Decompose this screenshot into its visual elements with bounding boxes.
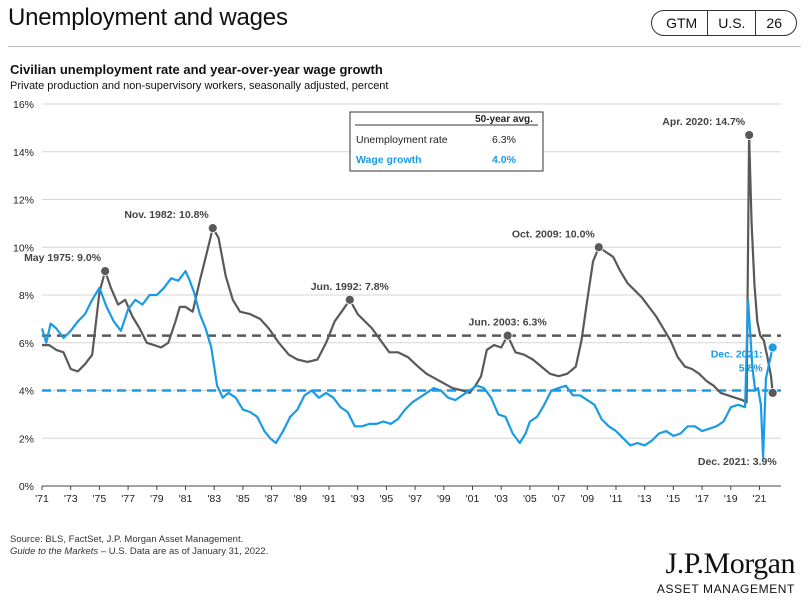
legend-table-header: 50-year avg.	[475, 114, 533, 125]
legend-row-value: 6.3%	[492, 134, 516, 146]
x-tick-label: '75	[93, 493, 107, 505]
logo-name: J.P.Morgan	[665, 547, 796, 580]
x-tick-label: '15	[667, 493, 681, 505]
x-tick-label: '71	[35, 493, 49, 505]
x-tick-label: '21	[753, 493, 767, 505]
x-tick-label: '95	[380, 493, 394, 505]
annotation-marker	[767, 387, 778, 398]
x-tick-label: '09	[580, 493, 594, 505]
x-tick-label: '87	[265, 493, 279, 505]
logo-subtitle: ASSET MANAGEMENT	[656, 582, 795, 596]
annotation-marker	[744, 130, 755, 140]
unemployment-series-line	[42, 133, 774, 404]
annotation-label-value: 5.8%	[739, 363, 764, 375]
header-divider	[8, 46, 801, 47]
tag-gtm: GTM	[666, 15, 698, 31]
legend-table-box	[349, 111, 544, 172]
chart-title: Civilian unemployment rate and year-over…	[10, 62, 383, 77]
x-tick-label: '89	[293, 493, 307, 505]
gtm-tag-group: GTM U.S. 26	[651, 10, 797, 36]
data-date-line: Guide to the Markets – U.S. Data are as …	[10, 546, 268, 558]
guide-name: Guide to the Markets	[10, 546, 99, 557]
source-note: Source: BLS, FactSet, J.P. Morgan Asset …	[10, 534, 268, 558]
x-tick-label: '05	[523, 493, 537, 505]
annotation-label: May 1975: 9.0%	[24, 252, 102, 264]
x-tick-label: '77	[121, 493, 135, 505]
x-tick-label: '07	[552, 493, 566, 505]
annotation-label: Oct. 2009: 10.0%	[512, 228, 596, 240]
y-tick-label: 8%	[19, 290, 34, 302]
y-tick-label: 2%	[19, 433, 34, 445]
y-tick-label: 16%	[13, 99, 34, 111]
annotation-label: Apr. 2020: 14.7%	[662, 116, 746, 128]
y-tick-label: 12%	[13, 195, 34, 207]
legend-row-label: Unemployment rate	[356, 134, 448, 146]
y-tick-label: 6%	[19, 338, 34, 350]
annotation-label: Jun. 1992: 7.8%	[311, 281, 390, 293]
tag-region: U.S.	[707, 11, 755, 35]
annotation-label: Dec. 2021: 3.9%	[698, 456, 777, 468]
x-tick-label: '81	[179, 493, 193, 505]
annotation-label: Jun. 2003: 6.3%	[469, 317, 548, 329]
x-tick-label: '97	[408, 493, 422, 505]
annotation-label: Dec. 2021:	[711, 349, 763, 361]
annotation-marker	[344, 294, 355, 305]
legend-row-label: Wage growth	[356, 154, 422, 166]
annotation-marker	[767, 342, 778, 353]
y-tick-label: 0%	[19, 481, 34, 493]
y-tick-label: 14%	[13, 147, 34, 159]
x-tick-label: '11	[610, 493, 623, 505]
x-tick-label: '13	[638, 493, 652, 505]
wage-series-line	[40, 270, 774, 459]
x-tick-label: '91	[322, 493, 336, 505]
x-tick-label: '79	[150, 493, 164, 505]
annotation-marker	[593, 242, 604, 253]
x-tick-label: '17	[695, 493, 709, 505]
legend-row-value: 4.0%	[492, 154, 517, 166]
annotation-marker	[207, 223, 218, 234]
data-date-text: – U.S. Data are as of January 31, 2022.	[98, 546, 269, 557]
tag-page-number: 26	[755, 11, 796, 35]
y-tick-label: 4%	[19, 386, 34, 398]
x-tick-label: '83	[207, 493, 221, 505]
x-tick-label: '93	[351, 493, 365, 505]
x-tick-label: '73	[64, 493, 78, 505]
x-tick-label: '99	[437, 493, 451, 505]
source-line: Source: BLS, FactSet, J.P. Morgan Asset …	[10, 534, 244, 545]
annotation-marker	[502, 330, 513, 341]
x-tick-label: '03	[494, 493, 508, 505]
x-tick-label: '01	[466, 493, 480, 505]
x-tick-label: '85	[236, 493, 250, 505]
page-title: Unemployment and wages	[8, 4, 288, 31]
annotation-marker	[100, 266, 111, 277]
x-tick-label: '19	[724, 493, 738, 505]
annotation-label: Nov. 1982: 10.8%	[124, 209, 209, 221]
jpmorgan-logo: J.P.Morgan ASSET MANAGEMENT	[656, 547, 796, 597]
y-tick-label: 10%	[13, 242, 34, 254]
chart-subtitle: Private production and non-supervisory w…	[10, 80, 389, 92]
